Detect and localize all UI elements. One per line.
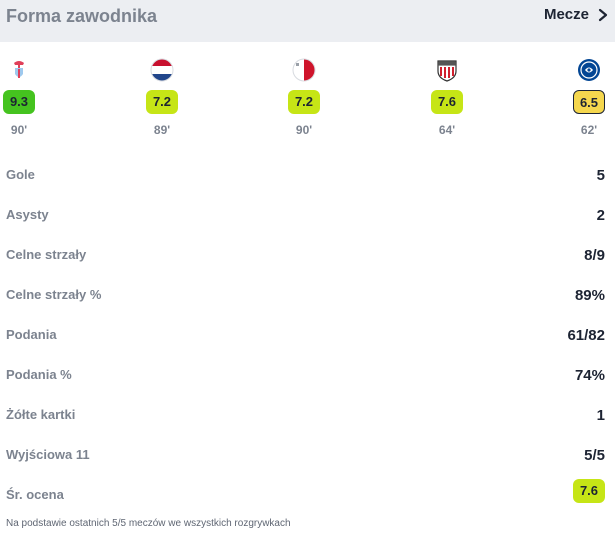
stat-row-average-rating: Śr. ocena 7.6 xyxy=(0,479,615,527)
header: Forma zawodnika Mecze xyxy=(0,0,615,42)
stat-label: Śr. ocena xyxy=(6,487,64,502)
average-rating-badge: 7.6 xyxy=(573,479,605,503)
athletic-bilbao-crest-icon xyxy=(437,60,457,82)
matches-link[interactable]: Mecze xyxy=(544,6,609,23)
match-rating: 7.2 xyxy=(288,90,320,114)
match-rating: 9.3 xyxy=(3,90,35,114)
recent-matches: 9.3 90' 7.2 89' 7.2 90' xyxy=(0,54,615,144)
match-rating: 7.2 xyxy=(146,90,178,114)
stat-row-yellow-cards: Żółte kartki 1 xyxy=(0,407,615,447)
match-rating: 6.5 xyxy=(573,90,605,114)
stat-label: Asysty xyxy=(6,207,49,222)
match-item[interactable]: 6.5 62' xyxy=(567,54,611,144)
match-item[interactable]: 7.6 64' xyxy=(425,54,469,144)
stat-value: 8/9 xyxy=(584,247,605,264)
stat-value: 74% xyxy=(574,367,605,384)
stat-row-goals: Gole 5 xyxy=(0,167,615,207)
stat-value: 5/5 xyxy=(584,447,605,464)
malta-flag-icon xyxy=(292,58,316,82)
matches-link-label: Mecze xyxy=(543,6,589,23)
celta-vigo-crest-icon xyxy=(14,61,24,78)
minutes-played: 90' xyxy=(295,123,313,137)
stat-label: Wyjściowa 11 xyxy=(6,447,90,462)
footnote: Na podstawie ostatnich 5/5 meczów we wsz… xyxy=(6,518,291,529)
stat-row-pass-accuracy: Podania % 74% xyxy=(0,367,615,407)
stat-row-assists: Asysty 2 xyxy=(0,207,615,247)
section-title: Forma zawodnika xyxy=(6,6,158,26)
stat-label: Podania xyxy=(6,327,57,342)
stat-value: 5 xyxy=(596,167,605,184)
stat-label: Celne strzały % xyxy=(6,287,102,302)
match-item[interactable]: 9.3 90' xyxy=(0,54,41,144)
netherlands-flag-icon xyxy=(150,58,174,82)
minutes-played: 62' xyxy=(580,123,598,137)
stat-value: 2 xyxy=(596,207,605,224)
match-item[interactable]: 7.2 90' xyxy=(282,54,326,144)
stat-row-passes: Podania 61/82 xyxy=(0,327,615,367)
stat-label: Celne strzały xyxy=(6,247,87,262)
stat-row-starting-eleven: Wyjściowa 11 5/5 xyxy=(0,447,615,487)
stat-value: 1 xyxy=(596,407,605,424)
stat-label: Żółte kartki xyxy=(6,407,76,422)
stat-row-shot-accuracy: Celne strzały % 89% xyxy=(0,287,615,327)
match-item[interactable]: 7.2 89' xyxy=(140,54,184,144)
stat-value: 89% xyxy=(574,287,605,304)
minutes-played: 64' xyxy=(438,123,456,137)
minutes-played: 90' xyxy=(10,123,28,137)
stat-value: 61/82 xyxy=(567,327,605,344)
minutes-played: 89' xyxy=(153,123,171,137)
stat-row-shots-on-target: Celne strzały 8/9 xyxy=(0,247,615,287)
chelsea-crest-icon xyxy=(578,59,600,81)
stat-label: Podania % xyxy=(6,367,72,382)
stat-label: Gole xyxy=(6,167,35,182)
chevron-right-icon xyxy=(598,8,608,21)
match-rating: 7.6 xyxy=(431,90,463,114)
